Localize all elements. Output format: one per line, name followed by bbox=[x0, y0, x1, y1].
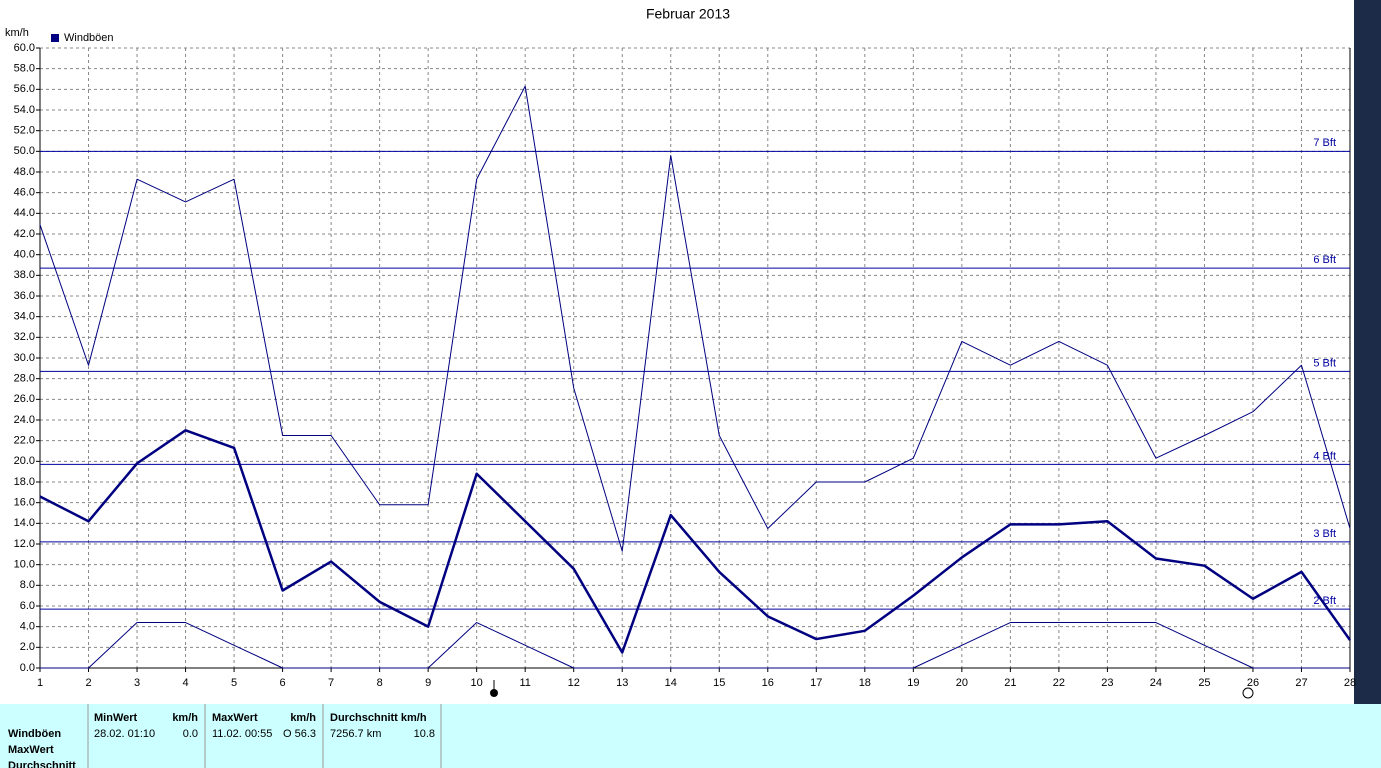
x-tick-label: 8 bbox=[377, 677, 383, 689]
col-unit: km/h bbox=[172, 712, 198, 724]
stats-panel bbox=[0, 704, 1381, 768]
x-tick-label: 6 bbox=[280, 677, 286, 689]
y-tick-label: 0.0 bbox=[20, 662, 35, 674]
y-tick-label: 6.0 bbox=[20, 600, 35, 612]
reference-label: 7 Bft bbox=[1313, 137, 1336, 149]
x-tick-label: 27 bbox=[1295, 677, 1307, 689]
y-tick-label: 60.0 bbox=[14, 42, 35, 54]
y-tick-label: 8.0 bbox=[20, 579, 35, 591]
y-tick-label: 4.0 bbox=[20, 621, 35, 633]
y-tick-label: 10.0 bbox=[14, 559, 35, 571]
col-header: MinWert bbox=[94, 712, 138, 724]
y-tick-label: 58.0 bbox=[14, 63, 35, 75]
x-tick-label: 15 bbox=[713, 677, 725, 689]
col-header: Durchschnitt km/h bbox=[330, 712, 427, 724]
y-unit: km/h bbox=[5, 27, 29, 39]
x-tick-label: 14 bbox=[665, 677, 677, 689]
y-tick-label: 56.0 bbox=[14, 83, 35, 95]
y-tick-label: 38.0 bbox=[14, 269, 35, 281]
row-label: Windböen bbox=[8, 728, 61, 740]
y-tick-label: 48.0 bbox=[14, 166, 35, 178]
x-tick-label: 9 bbox=[425, 677, 431, 689]
full-moon-icon bbox=[490, 689, 498, 697]
side-bar bbox=[1354, 0, 1381, 704]
y-tick-label: 18.0 bbox=[14, 476, 35, 488]
legend-swatch bbox=[51, 34, 59, 42]
y-tick-label: 22.0 bbox=[14, 435, 35, 447]
y-tick-label: 36.0 bbox=[14, 290, 35, 302]
y-tick-label: 20.0 bbox=[14, 455, 35, 467]
cell: 0.0 bbox=[183, 728, 198, 740]
legend-label: Windböen bbox=[64, 32, 114, 44]
col-unit: km/h bbox=[290, 712, 316, 724]
y-tick-label: 26.0 bbox=[14, 393, 35, 405]
x-tick-label: 16 bbox=[762, 677, 774, 689]
new-moon-icon bbox=[1242, 687, 1254, 699]
reference-label: 5 Bft bbox=[1313, 357, 1336, 369]
x-tick-label: 3 bbox=[134, 677, 140, 689]
x-tick-label: 1 bbox=[37, 677, 43, 689]
x-tick-label: 26 bbox=[1247, 677, 1259, 689]
series-line bbox=[39, 85, 1351, 552]
cell: 7256.7 km bbox=[330, 728, 381, 740]
x-tick-label: 7 bbox=[328, 677, 334, 689]
y-tick-label: 14.0 bbox=[14, 517, 35, 529]
x-tick-label: 13 bbox=[616, 677, 628, 689]
series-line bbox=[39, 429, 1352, 654]
y-tick-label: 30.0 bbox=[14, 352, 35, 364]
y-tick-label: 46.0 bbox=[14, 187, 35, 199]
x-tick-label: 22 bbox=[1053, 677, 1065, 689]
chart-title: Februar 2013 bbox=[646, 6, 730, 22]
x-tick-label: 25 bbox=[1198, 677, 1210, 689]
y-tick-label: 40.0 bbox=[14, 249, 35, 261]
x-tick-label: 19 bbox=[907, 677, 919, 689]
row-label: MaxWert bbox=[8, 744, 54, 756]
series-line bbox=[40, 622, 1350, 669]
x-tick-label: 2 bbox=[85, 677, 91, 689]
y-tick-label: 24.0 bbox=[14, 414, 35, 426]
y-tick-label: 50.0 bbox=[14, 145, 35, 157]
x-tick-label: 28 bbox=[1344, 677, 1356, 689]
x-tick-label: 21 bbox=[1004, 677, 1016, 689]
x-tick-label: 12 bbox=[568, 677, 580, 689]
y-tick-label: 52.0 bbox=[14, 125, 35, 137]
y-tick-label: 2.0 bbox=[20, 641, 35, 653]
col-header: MaxWert bbox=[212, 712, 258, 724]
cell: 28.02. 01:10 bbox=[94, 728, 155, 740]
x-tick-label: 11 bbox=[519, 677, 530, 689]
x-tick-label: 4 bbox=[182, 677, 188, 689]
y-tick-label: 42.0 bbox=[14, 228, 35, 240]
reference-label: 3 Bft bbox=[1313, 528, 1336, 540]
y-tick-label: 32.0 bbox=[14, 331, 35, 343]
cell: O 56.3 bbox=[283, 728, 316, 740]
x-tick-label: 24 bbox=[1150, 677, 1162, 689]
stats-table: Windböen MaxWert Durchschnitt MinWert km… bbox=[8, 704, 442, 768]
x-tick-label: 17 bbox=[810, 677, 822, 689]
row-label: Durchschnitt bbox=[8, 760, 76, 768]
y-tick-label: 16.0 bbox=[14, 497, 35, 509]
x-tick-label: 5 bbox=[231, 677, 237, 689]
x-tick-label: 10 bbox=[471, 677, 483, 689]
cell: 10.8 bbox=[414, 728, 435, 740]
reference-label: 6 Bft bbox=[1313, 254, 1336, 266]
x-tick-label: 23 bbox=[1101, 677, 1113, 689]
y-tick-label: 12.0 bbox=[14, 538, 35, 550]
reference-label: 4 Bft bbox=[1313, 450, 1336, 462]
x-tick-label: 18 bbox=[859, 677, 871, 689]
x-tick-label: 20 bbox=[956, 677, 968, 689]
y-tick-label: 28.0 bbox=[14, 373, 35, 385]
y-tick-label: 34.0 bbox=[14, 311, 35, 323]
y-tick-label: 44.0 bbox=[14, 207, 35, 219]
y-tick-label: 54.0 bbox=[14, 104, 35, 116]
cell: 11.02. 00:55 bbox=[212, 728, 272, 740]
